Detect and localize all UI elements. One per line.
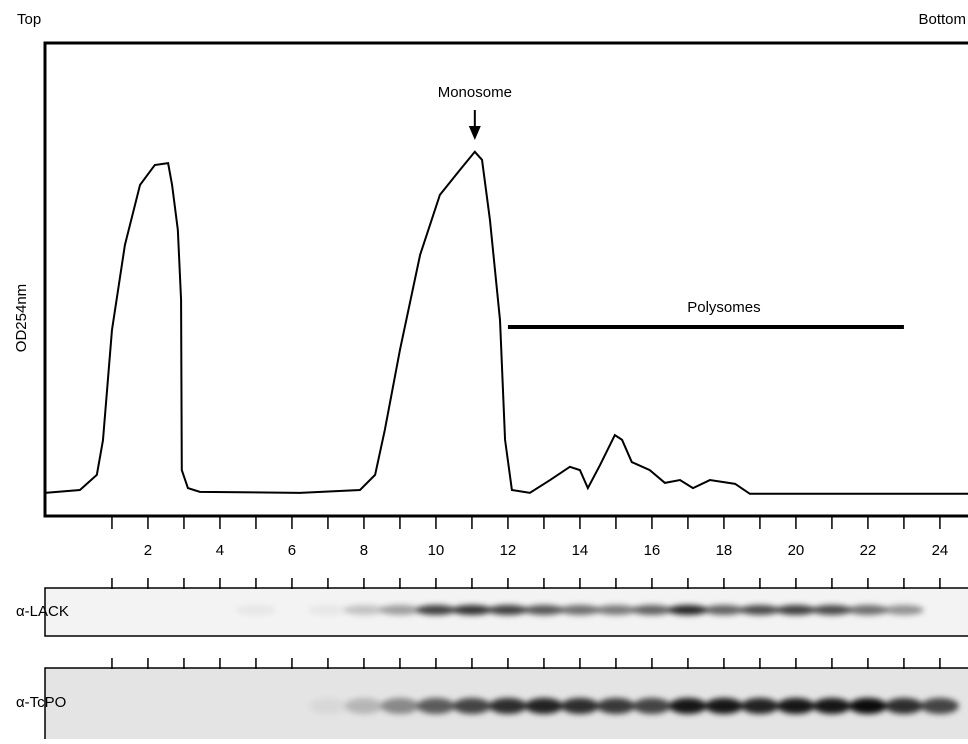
band — [344, 605, 384, 615]
band — [741, 698, 779, 714]
band — [776, 605, 816, 615]
band — [633, 698, 671, 714]
band — [704, 605, 744, 615]
monosome-arrowhead — [469, 126, 481, 140]
band — [308, 605, 348, 615]
band — [885, 698, 923, 714]
band — [812, 605, 852, 615]
band — [380, 605, 420, 615]
band — [488, 605, 528, 615]
band — [632, 605, 672, 615]
y-axis-label: OD254nm — [13, 284, 30, 352]
band — [777, 698, 815, 714]
band — [596, 605, 636, 615]
band — [524, 605, 564, 615]
polysome-label: Polysomes — [687, 299, 760, 316]
bottom-label: Bottom — [918, 11, 966, 28]
band — [452, 605, 492, 615]
band — [921, 698, 959, 714]
x-tick-label: 22 — [860, 542, 877, 559]
band — [345, 698, 383, 714]
band — [560, 605, 600, 615]
band — [848, 605, 888, 615]
band — [668, 605, 708, 615]
x-tick-label: 8 — [360, 542, 368, 559]
figure: Top Bottom OD254nm α-LACK α-TcPO 2468101… — [0, 0, 968, 739]
band — [417, 698, 455, 714]
band — [309, 698, 347, 714]
band — [669, 698, 707, 714]
band — [597, 698, 635, 714]
band — [705, 698, 743, 714]
x-tick-label: 10 — [428, 542, 445, 559]
x-tick-label: 12 — [500, 542, 517, 559]
band — [381, 698, 419, 714]
band — [740, 605, 780, 615]
x-tick-label: 4 — [216, 542, 224, 559]
band — [525, 698, 563, 714]
blot-label: α-TcPO — [16, 694, 66, 711]
x-tick-label: 16 — [644, 542, 661, 559]
band — [849, 698, 887, 714]
x-tick-label: 18 — [716, 542, 733, 559]
band — [561, 698, 599, 714]
band — [236, 605, 276, 615]
x-tick-label: 20 — [788, 542, 805, 559]
x-tick-label: 14 — [572, 542, 589, 559]
top-label: Top — [17, 11, 41, 28]
x-tick-label: 6 — [288, 542, 296, 559]
x-tick-label: 24 — [932, 542, 949, 559]
band — [489, 698, 527, 714]
band — [453, 698, 491, 714]
band — [813, 698, 851, 714]
monosome-label: Monosome — [438, 84, 512, 101]
blot-label: α-LACK — [16, 603, 69, 620]
x-tick-label: 2 — [144, 542, 152, 559]
band — [884, 605, 924, 615]
profile-line — [45, 152, 968, 494]
band — [416, 605, 456, 615]
